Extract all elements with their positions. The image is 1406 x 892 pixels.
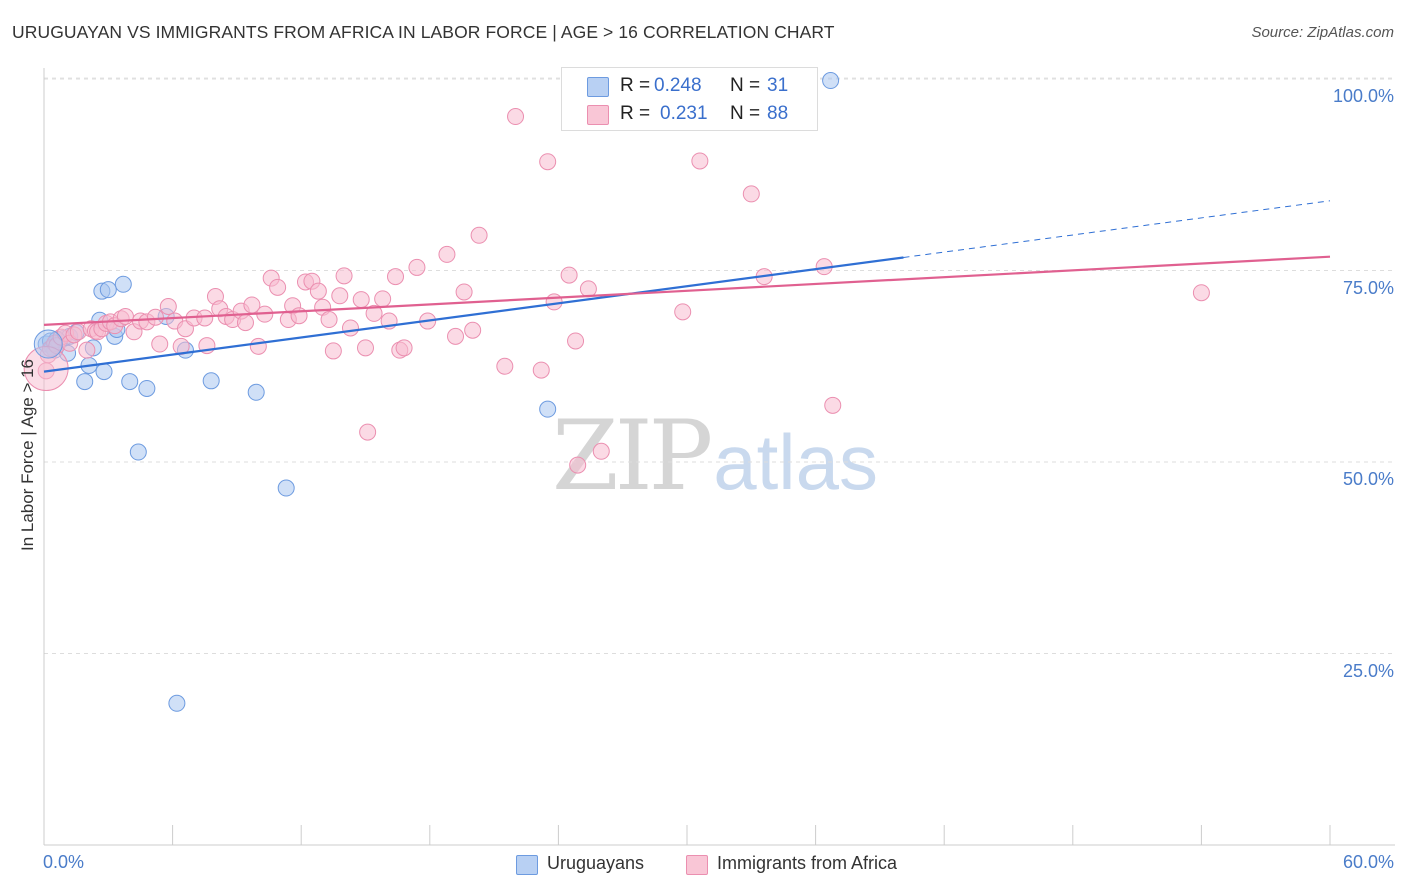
uruguayan-point bbox=[138, 379, 156, 397]
africa-point bbox=[455, 283, 473, 301]
africa-point bbox=[395, 339, 413, 357]
y-tick-label: 50.0% bbox=[1342, 469, 1394, 489]
trend-layer bbox=[43, 200, 1331, 373]
africa-point bbox=[496, 357, 514, 375]
africa-point bbox=[470, 226, 488, 244]
africa-point bbox=[539, 153, 557, 171]
legend-label-uruguayans: Uruguayans bbox=[547, 853, 645, 873]
grid-layer bbox=[44, 77, 1395, 654]
africa-point bbox=[359, 423, 377, 441]
africa-point bbox=[532, 361, 550, 379]
africa-point bbox=[365, 304, 383, 322]
uruguayans-swatch bbox=[587, 77, 609, 97]
chart-source: Source: ZipAtlas.com bbox=[1251, 24, 1394, 41]
uruguayan-point bbox=[114, 275, 132, 293]
r-value: 0.248 bbox=[654, 75, 702, 96]
africa-trend-line bbox=[43, 255, 1331, 326]
africa-point bbox=[579, 280, 597, 298]
uruguayan-point bbox=[539, 400, 557, 418]
legend-label-africa: Immigrants from Africa bbox=[717, 853, 898, 873]
uruguayan-point bbox=[277, 479, 295, 497]
chart-title: URUGUAYAN VS IMMIGRANTS FROM AFRICA IN L… bbox=[12, 22, 835, 42]
africa-point bbox=[447, 327, 465, 345]
uruguayans-trend-line bbox=[43, 256, 904, 373]
correlation-stats-box: R = 0.248 N = 31 R = 0.231 N = 88 bbox=[561, 67, 818, 131]
africa-point bbox=[236, 314, 254, 332]
points-layer bbox=[23, 72, 1210, 712]
y-tick-label: 25.0% bbox=[1342, 660, 1394, 681]
africa-point bbox=[249, 337, 267, 355]
africa-point bbox=[78, 341, 96, 359]
africa-point bbox=[320, 311, 338, 329]
africa-point bbox=[691, 152, 709, 170]
uruguayan-point bbox=[99, 281, 117, 299]
y-axis-label: In Labor Force | Age > 16 bbox=[18, 358, 37, 552]
africa-point bbox=[341, 319, 359, 337]
africa-point bbox=[331, 287, 349, 305]
africa-point bbox=[567, 332, 585, 350]
n-value: 88 bbox=[767, 103, 789, 124]
r-label: R = bbox=[620, 75, 651, 96]
africa-swatch bbox=[587, 105, 609, 125]
n-label: N = bbox=[730, 75, 761, 96]
n-label: N = bbox=[730, 103, 761, 124]
africa-point bbox=[151, 335, 169, 353]
africa-point bbox=[569, 456, 587, 474]
africa-point bbox=[159, 298, 177, 316]
africa-point bbox=[464, 321, 482, 339]
africa-point bbox=[335, 267, 353, 285]
x-tick-label-min: 0.0% bbox=[43, 852, 85, 872]
uruguayan-point bbox=[247, 383, 265, 401]
africa-point bbox=[309, 282, 327, 300]
legend: Uruguayans Immigrants from Africa bbox=[0, 852, 1406, 878]
legend-swatch-uruguayans bbox=[516, 855, 538, 875]
x-tick-label-max: 60.0% bbox=[1342, 852, 1394, 872]
uruguayan-point bbox=[202, 372, 220, 390]
uruguayan-point bbox=[168, 694, 186, 712]
africa-point bbox=[196, 309, 214, 327]
r-value: 0.231 bbox=[660, 103, 708, 124]
uruguayan-point bbox=[129, 443, 147, 461]
africa-point bbox=[146, 308, 164, 326]
stats-row-uruguayans: R = 0.248 N = 31 bbox=[562, 73, 817, 101]
africa-point bbox=[545, 293, 563, 311]
africa-point bbox=[824, 396, 842, 414]
uruguayan-point-cluster bbox=[33, 329, 63, 359]
africa-point bbox=[116, 307, 134, 325]
africa-point bbox=[438, 245, 456, 263]
stats-row-africa: R = 0.231 N = 88 bbox=[562, 101, 817, 129]
axis-layer bbox=[43, 68, 1395, 846]
uruguayan-point bbox=[76, 373, 94, 391]
legend-swatch-africa bbox=[686, 855, 708, 875]
africa-point bbox=[560, 266, 578, 284]
y-tick-label: 75.0% bbox=[1342, 277, 1394, 298]
n-value: 31 bbox=[767, 75, 789, 96]
africa-point bbox=[507, 108, 525, 126]
africa-point bbox=[742, 185, 760, 203]
uruguayan-point bbox=[95, 363, 113, 381]
africa-point bbox=[1192, 284, 1210, 302]
uruguayan-point bbox=[121, 373, 139, 391]
africa-point bbox=[592, 442, 610, 460]
africa-point bbox=[374, 290, 392, 308]
africa-point bbox=[352, 291, 370, 309]
africa-point bbox=[387, 268, 405, 286]
africa-point bbox=[408, 258, 426, 276]
africa-point bbox=[674, 303, 692, 321]
uruguayan-point bbox=[822, 72, 840, 90]
africa-point bbox=[357, 339, 374, 357]
r-label: R = bbox=[620, 103, 651, 124]
africa-point bbox=[324, 342, 342, 360]
uruguayans-trend-extension bbox=[903, 200, 1331, 258]
y-tick-label: 100.0% bbox=[1332, 86, 1394, 106]
africa-point bbox=[269, 278, 287, 296]
